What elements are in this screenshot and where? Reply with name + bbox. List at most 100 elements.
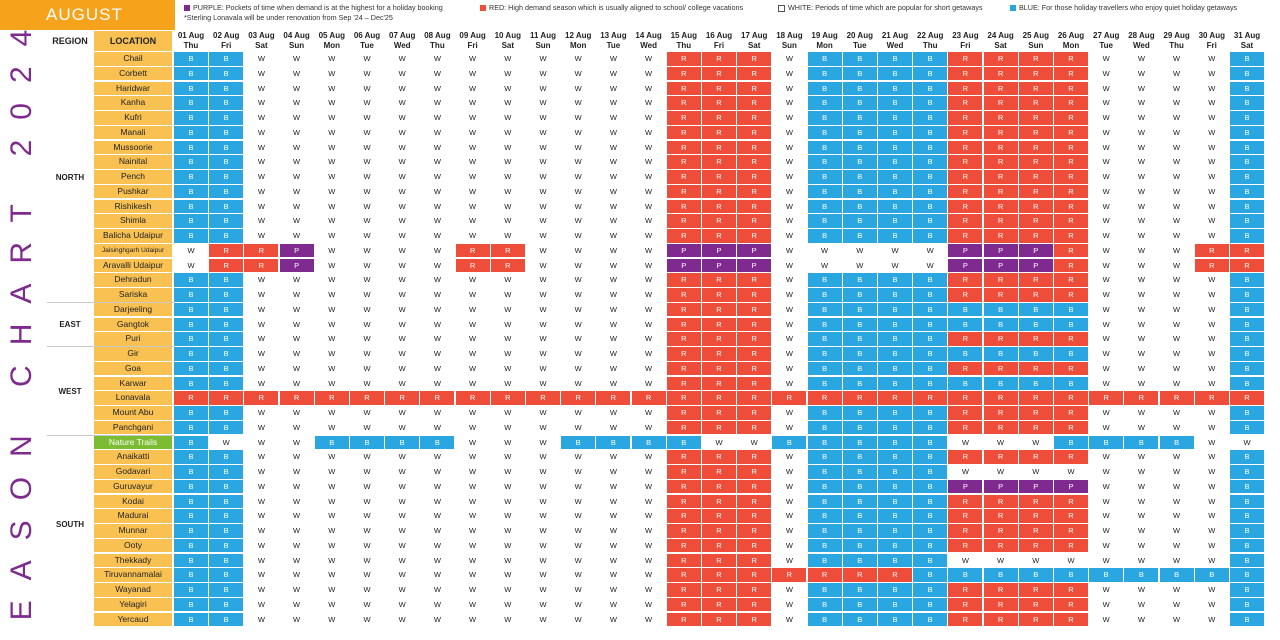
- season-cell: W: [1194, 494, 1229, 508]
- location-cell: Manali: [94, 125, 172, 140]
- season-cell: W: [350, 597, 384, 612]
- season-cell: W: [490, 406, 525, 420]
- season-cell: R: [983, 420, 1018, 435]
- season-cell: W: [350, 509, 384, 523]
- season-cell: R: [666, 568, 701, 582]
- season-cell: W: [314, 170, 349, 184]
- season-cell: W: [420, 52, 455, 66]
- season-cell: W: [772, 553, 807, 567]
- season-cell: B: [913, 568, 948, 582]
- location-cell: Munnar: [94, 524, 172, 538]
- location-header: LOCATION: [94, 31, 172, 51]
- season-cell: W: [385, 509, 420, 523]
- season-cell: W: [526, 420, 560, 435]
- season-cell: B: [842, 479, 877, 494]
- season-cell: B: [807, 273, 842, 287]
- location-cell: Yelagiri: [94, 597, 172, 612]
- season-cell: W: [1194, 155, 1229, 169]
- season-cell: W: [244, 420, 279, 435]
- season-cell: W: [1194, 111, 1229, 125]
- season-cell: B: [174, 52, 208, 66]
- season-cell: W: [279, 376, 314, 390]
- season-cell: W: [526, 214, 560, 228]
- season-cell: W: [596, 66, 631, 81]
- day-label: Tue: [852, 40, 867, 50]
- season-cell: W: [420, 420, 455, 435]
- date-label: 19 Aug: [811, 31, 838, 40]
- season-cell: B: [1230, 450, 1264, 464]
- season-cell: R: [948, 406, 983, 420]
- season-cell: R: [1018, 125, 1053, 140]
- date-label: 15 Aug: [670, 31, 697, 40]
- season-cell: B: [1230, 288, 1264, 302]
- season-cell: R: [666, 597, 701, 612]
- season-cell: W: [385, 450, 420, 464]
- season-cell: B: [1230, 66, 1264, 81]
- location-cell: Godavari: [94, 465, 172, 479]
- season-cell: B: [878, 317, 912, 331]
- season-cell: W: [350, 524, 384, 538]
- season-cell: W: [596, 199, 631, 213]
- season-cell: R: [1054, 199, 1088, 213]
- season-cell: W: [350, 553, 384, 567]
- season-cell: W: [631, 214, 666, 228]
- day-label: Tue: [360, 40, 374, 50]
- season-cell: R: [948, 52, 983, 66]
- season-cell: B: [842, 538, 877, 553]
- season-cell: R: [737, 81, 772, 95]
- season-cell: W: [1124, 538, 1159, 553]
- season-cell: W: [772, 361, 807, 376]
- season-cell: B: [174, 155, 208, 169]
- season-cell: W: [279, 553, 314, 567]
- season-cell: R: [702, 111, 736, 125]
- season-cell: R: [737, 553, 772, 567]
- season-cell: W: [385, 332, 420, 346]
- season-cell: W: [596, 450, 631, 464]
- season-cell: W: [385, 538, 420, 553]
- season-cell: R: [1054, 229, 1088, 243]
- season-cell: W: [1089, 199, 1124, 213]
- season-cell: R: [983, 170, 1018, 184]
- season-cell: R: [666, 376, 701, 390]
- season-cell: W: [314, 317, 349, 331]
- season-cell: R: [1230, 243, 1264, 258]
- season-cell: W: [772, 199, 807, 213]
- season-cell: B: [209, 229, 244, 243]
- legend-blue-swatch: [1010, 5, 1016, 12]
- season-cell: W: [455, 376, 490, 390]
- season-cell: B: [913, 538, 948, 553]
- season-cell: R: [702, 524, 736, 538]
- season-cell: W: [1194, 361, 1229, 376]
- season-cell: W: [596, 332, 631, 346]
- season-cell: W: [385, 479, 420, 494]
- season-cell: W: [1194, 96, 1229, 110]
- season-cell: R: [983, 229, 1018, 243]
- season-cell: B: [807, 332, 842, 346]
- season-cell: W: [631, 170, 666, 184]
- season-cell: W: [526, 332, 560, 346]
- season-cell: B: [1230, 199, 1264, 213]
- season-cell: R: [1018, 81, 1053, 95]
- season-cell: B: [174, 479, 208, 494]
- season-cell: B: [842, 597, 877, 612]
- date-label: 14 Aug: [635, 31, 662, 40]
- season-cell: W: [490, 465, 525, 479]
- season-cell: B: [807, 465, 842, 479]
- season-cell: R: [737, 170, 772, 184]
- season-cell: B: [878, 435, 912, 449]
- season-cell: B: [1230, 597, 1264, 612]
- season-cell: B: [807, 361, 842, 376]
- season-cell: W: [561, 612, 596, 626]
- season-cell: B: [878, 332, 912, 346]
- date-header: 02 Aug Fri: [209, 31, 243, 51]
- season-cell: W: [350, 140, 384, 154]
- season-cell: R: [948, 332, 983, 346]
- season-cell: R: [490, 258, 525, 272]
- season-cell: W: [631, 450, 666, 464]
- season-cell: W: [526, 435, 560, 449]
- season-cell: W: [455, 140, 490, 154]
- legend-white-swatch: [778, 4, 785, 12]
- season-cell: R: [526, 391, 560, 405]
- date-header: 22 Aug Thu: [913, 31, 947, 51]
- season-cell: W: [490, 96, 525, 110]
